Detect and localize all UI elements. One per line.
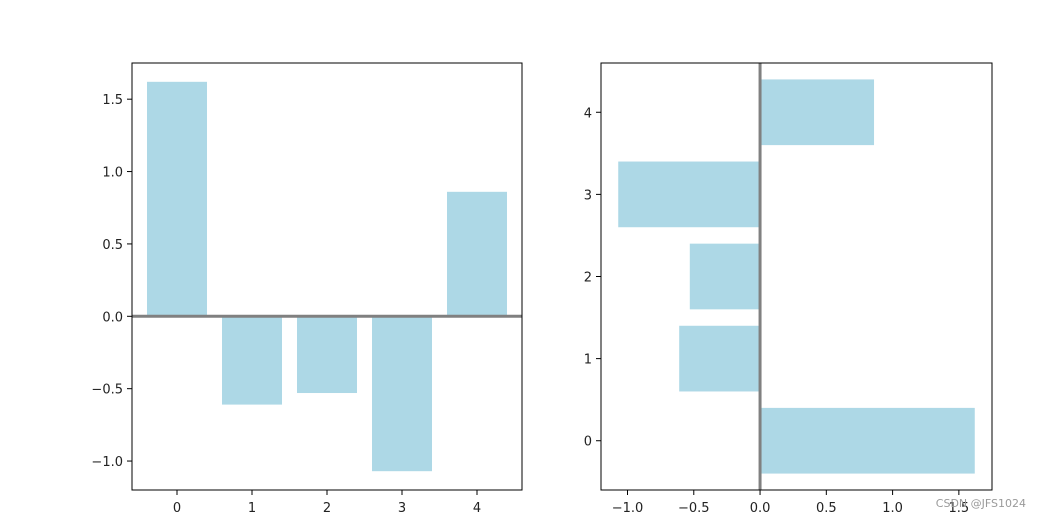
x-tick-label: 0.5 [816,501,837,516]
y-tick-label: 0 [584,435,592,450]
bar-1 [222,316,282,405]
bar-3 [618,161,761,228]
watermark: CSDN @JFS1024 [935,497,1026,510]
bar-0 [147,81,207,317]
bar-4 [760,79,875,146]
y-tick-label: 3 [584,188,592,203]
y-tick-label: 4 [584,106,592,121]
x-tick-label: 0 [173,501,181,516]
y-tick-label: 2 [584,271,592,286]
horizontal-bar-chart: −1.0 −0.5 0.0 0.5 1.0 1.5 0 1 2 3 4 [584,62,993,516]
y-tick-label: 0.0 [102,310,123,325]
x-tick-label: −1.0 [612,501,644,516]
bar-1 [679,325,761,392]
y-tick-label: −1.0 [91,455,123,470]
x-tick-label: −0.5 [678,501,710,516]
x-tick-label: 1.0 [882,501,903,516]
x-tick-label: 4 [473,501,481,516]
y-tick-label: 1 [584,353,592,368]
vertical-bar-chart: 0 1 2 3 4 −1.0 −0.5 0.0 0.5 1.0 1.5 [91,62,523,516]
y-tick-label: 1.0 [102,166,123,181]
x-tick-label: 2 [323,501,331,516]
x-tick-label: 3 [398,501,406,516]
bar-2 [297,316,357,394]
y-tick-label: 0.5 [102,238,123,253]
bar-3 [372,316,432,472]
x-tick-label: 1 [248,501,256,516]
x-tick-label: 0.0 [750,501,771,516]
bar-2 [689,243,761,310]
y-tick-label: −0.5 [91,383,123,398]
bar-4 [447,191,507,317]
x-tick-label: 1.5 [949,501,970,516]
y-tick-label: 1.5 [102,93,123,108]
bar-0 [760,407,975,474]
